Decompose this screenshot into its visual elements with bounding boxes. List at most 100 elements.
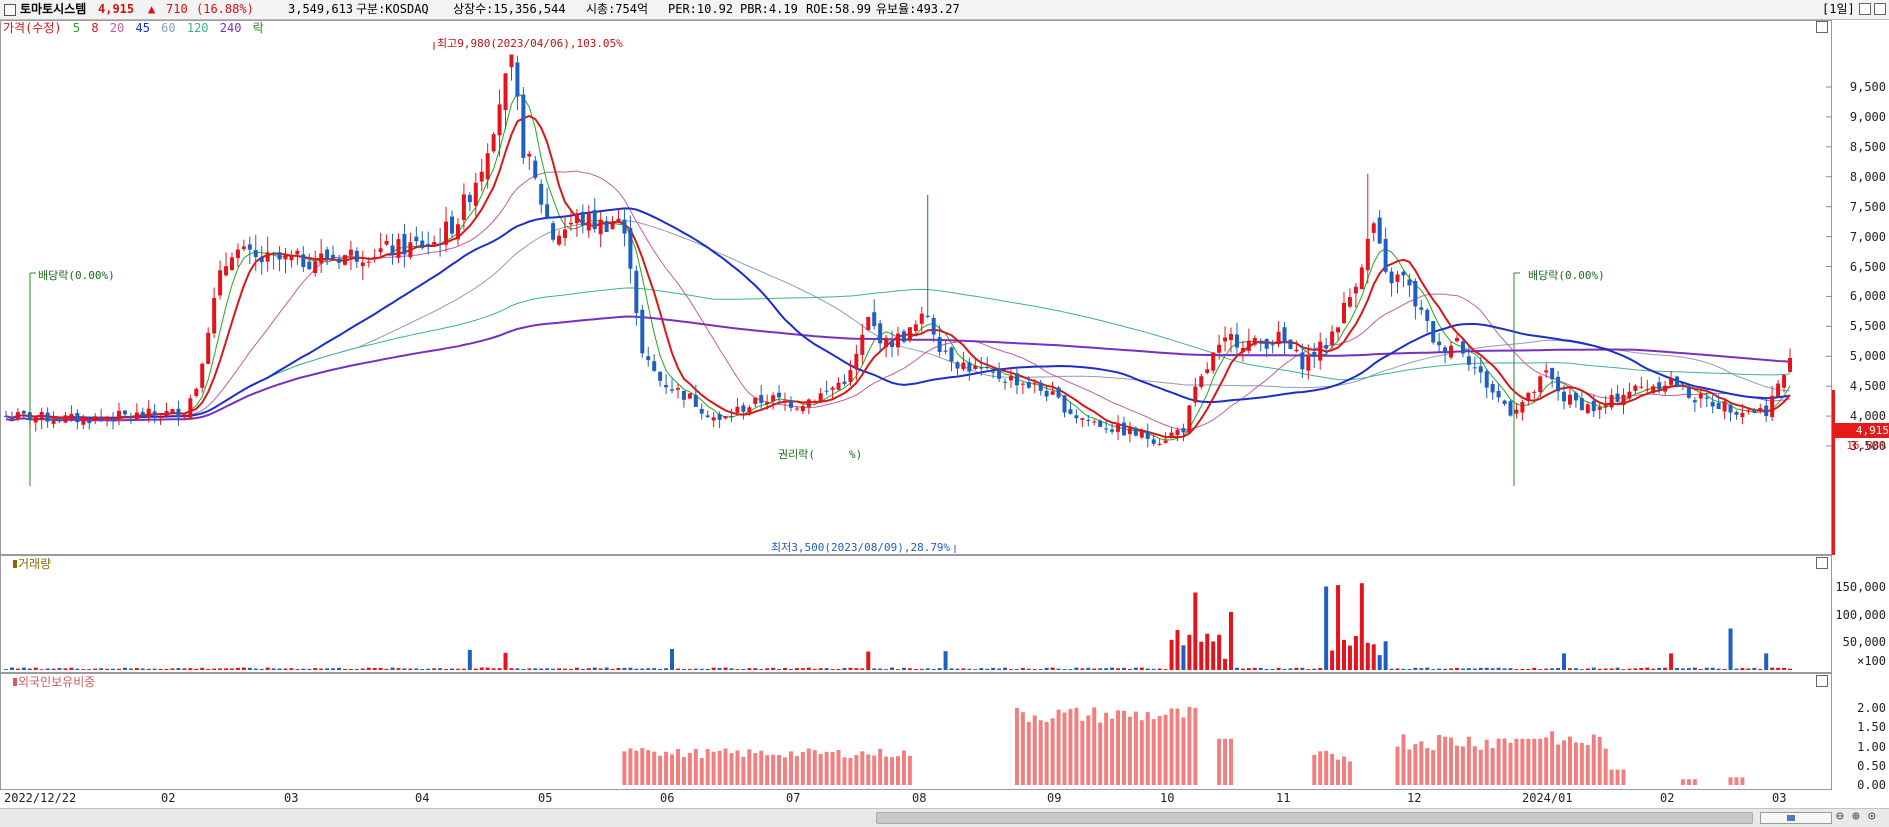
volume-bar bbox=[1490, 668, 1495, 670]
volume-bar bbox=[1389, 668, 1394, 670]
price-chart[interactable] bbox=[0, 20, 1832, 555]
volume-bar bbox=[1175, 630, 1180, 670]
close-button[interactable] bbox=[1874, 3, 1886, 15]
candle-body bbox=[1520, 401, 1525, 413]
volume-bar bbox=[1734, 668, 1739, 670]
volume-bar bbox=[1193, 592, 1198, 670]
volume-bar bbox=[1163, 669, 1168, 670]
current-pct-tag: 16.88% bbox=[1846, 439, 1886, 452]
price-tick-label: 6,000 bbox=[1849, 289, 1886, 304]
foreign-bar bbox=[1145, 712, 1150, 785]
zoom-slider[interactable] bbox=[1760, 812, 1832, 824]
candle-body bbox=[1627, 391, 1632, 399]
volume-bar bbox=[235, 667, 240, 670]
candle-body bbox=[1603, 405, 1608, 407]
volume-bar bbox=[562, 668, 567, 670]
volume-bar bbox=[836, 668, 841, 670]
candle-body bbox=[925, 315, 930, 317]
volume-bar bbox=[586, 668, 591, 670]
volume-bar bbox=[116, 668, 121, 670]
volume-bar bbox=[1347, 645, 1352, 670]
candle-body bbox=[1199, 376, 1204, 387]
volume-bar bbox=[1556, 667, 1561, 670]
volume-panel-close-button[interactable] bbox=[1816, 557, 1828, 569]
price-panel[interactable] bbox=[0, 20, 1832, 555]
volume-bar bbox=[509, 668, 514, 670]
volume-bar bbox=[783, 667, 788, 670]
candle-body bbox=[967, 362, 972, 372]
foreign-bar bbox=[1526, 738, 1531, 785]
candle-body bbox=[9, 416, 14, 420]
volume-bar bbox=[1062, 669, 1067, 670]
volume-bar bbox=[675, 668, 680, 670]
volume-bar bbox=[1116, 668, 1121, 670]
candle-body bbox=[1157, 443, 1162, 445]
volume-panel[interactable] bbox=[0, 555, 1832, 673]
volume-bar bbox=[1181, 645, 1186, 670]
scrollbar-thumb[interactable] bbox=[876, 812, 1753, 824]
volume-bar bbox=[1597, 668, 1602, 670]
foreign-bar bbox=[866, 754, 871, 785]
period-selector[interactable]: [1일] bbox=[1822, 2, 1855, 16]
volume-bar bbox=[1104, 668, 1109, 670]
panel-close-button[interactable] bbox=[1816, 21, 1828, 33]
legend-ma8: 8 bbox=[91, 21, 99, 35]
volume-bar bbox=[1538, 669, 1543, 670]
volume-bar bbox=[580, 668, 585, 670]
foreign-bar bbox=[1621, 769, 1626, 785]
zoom-out-icon[interactable]: ⊖ bbox=[1836, 809, 1844, 824]
volume-bar bbox=[955, 668, 960, 670]
volume-bar bbox=[1669, 653, 1674, 670]
volume-bar bbox=[337, 667, 342, 670]
maximize-button[interactable] bbox=[1859, 3, 1871, 15]
candle-body bbox=[1110, 429, 1115, 432]
volume-bar bbox=[319, 668, 324, 670]
volume-bar bbox=[1336, 585, 1341, 670]
candle-body bbox=[1502, 400, 1507, 404]
candle-body bbox=[1698, 393, 1703, 399]
candle-body bbox=[212, 297, 217, 334]
volume-bar bbox=[1686, 668, 1691, 670]
candle-body bbox=[628, 228, 633, 269]
foreign-bar bbox=[1544, 737, 1549, 785]
foreign-bar bbox=[687, 752, 692, 785]
foreign-bar bbox=[1121, 710, 1126, 785]
volume-bar bbox=[1484, 667, 1489, 670]
candle-body bbox=[919, 313, 924, 324]
candle-body bbox=[693, 394, 698, 407]
volume-bar bbox=[1139, 667, 1144, 670]
volume-bar bbox=[1252, 667, 1257, 670]
candle-body bbox=[1175, 429, 1180, 436]
volume-bar bbox=[253, 668, 258, 670]
foreign-bar bbox=[1460, 746, 1465, 785]
volume-chart[interactable] bbox=[0, 555, 1832, 673]
candle-body bbox=[1056, 387, 1061, 398]
candle-body bbox=[366, 261, 371, 263]
candle-body bbox=[1692, 400, 1697, 403]
volume-bar bbox=[1003, 667, 1008, 670]
candle-body bbox=[122, 410, 127, 415]
window-checkbox[interactable] bbox=[4, 4, 16, 16]
candle-body bbox=[1579, 398, 1584, 411]
candle-body bbox=[1181, 428, 1186, 433]
zoom-in-icon[interactable]: ⊕ bbox=[1852, 809, 1860, 824]
candle-body bbox=[1098, 420, 1103, 427]
candle-body bbox=[1466, 356, 1471, 365]
zoom-reset-icon[interactable]: ⊙ bbox=[1868, 809, 1876, 824]
foreign-chart[interactable] bbox=[0, 673, 1832, 790]
foreign-bar bbox=[806, 748, 811, 785]
volume-bar bbox=[426, 668, 431, 670]
volume-bar bbox=[200, 667, 205, 670]
candle-body bbox=[1401, 271, 1406, 276]
candle-body bbox=[1764, 405, 1769, 416]
volume-bar bbox=[1627, 668, 1632, 670]
candle-body bbox=[414, 236, 419, 242]
volume-title: 거래량 bbox=[18, 557, 52, 571]
candle-body bbox=[158, 416, 163, 419]
candle-body bbox=[1389, 271, 1394, 284]
volume-bar bbox=[1722, 668, 1727, 670]
volume-bar bbox=[616, 668, 621, 670]
volume-bar bbox=[1330, 650, 1335, 670]
foreign-panel-close-button[interactable] bbox=[1816, 675, 1828, 687]
volume-bar bbox=[277, 668, 282, 670]
